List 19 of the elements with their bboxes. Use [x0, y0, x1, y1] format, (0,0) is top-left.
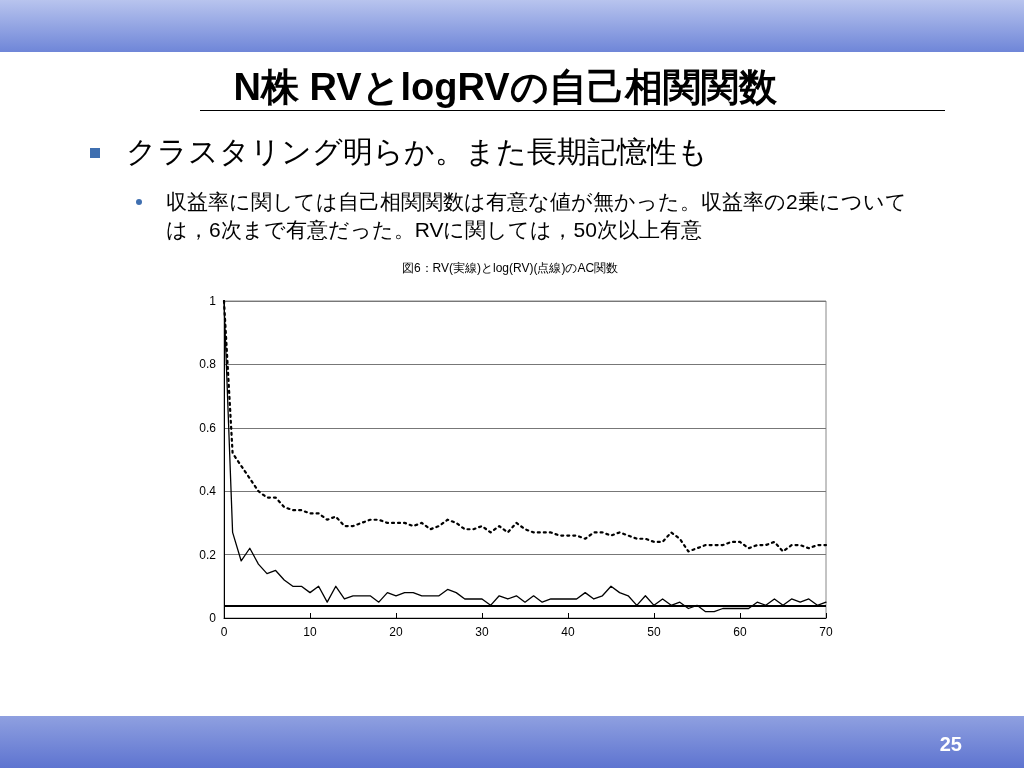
text: 25 — [939, 733, 962, 756]
y-tick-label: 0.4 — [199, 484, 217, 499]
text: クラスタリング明らか。また長期記憶性も — [126, 134, 708, 170]
x-tick-label: 60 — [733, 625, 747, 639]
y-tick-label: 0.6 — [199, 420, 217, 435]
text: 収益率に関しては自己相関関数は有意な値が無かった。収益率の2乗については，6次まで有意だった。RVに関しては，50次以上有意 — [166, 189, 908, 243]
x-tick-label: 10 — [303, 625, 317, 639]
x-tick-label: 20 — [389, 625, 403, 639]
x-tick-label: 70 — [819, 625, 833, 639]
y-tick-label: 0.8 — [199, 357, 217, 372]
y-tick-label: 0.2 — [199, 547, 217, 562]
x-tick-label: 0 — [220, 625, 228, 639]
y-tick-label: 0 — [209, 611, 217, 625]
x-tick-label: 50 — [647, 625, 661, 639]
x-tick-label: 40 — [561, 625, 575, 639]
chart-title: N株 RVとlogRVの自己相関関数 — [232, 65, 778, 110]
y-tick-label: 1 — [209, 294, 217, 308]
chart-subtitle: 図6：RV(実線)とlog(RV)(点線)のAC関数 — [401, 261, 619, 275]
x-tick-label: 30 — [475, 625, 489, 639]
